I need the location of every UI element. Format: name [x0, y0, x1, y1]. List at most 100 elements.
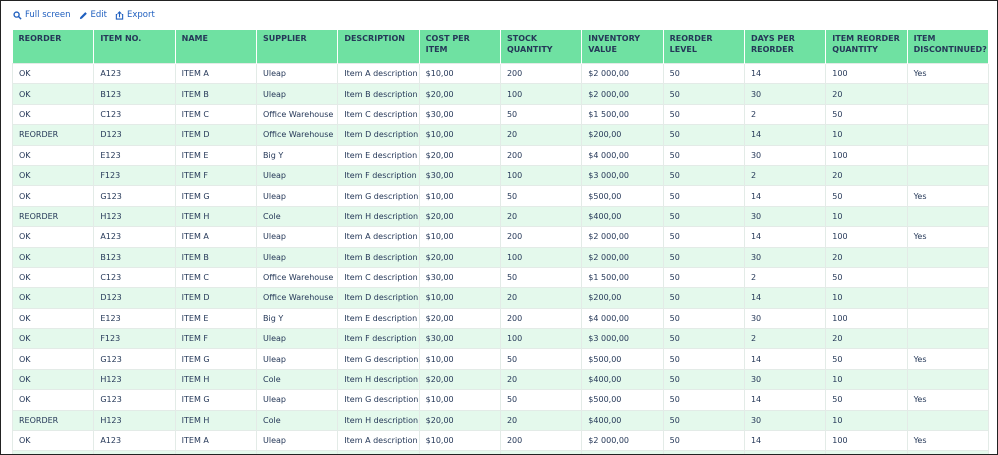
column-header: SUPPLIER	[256, 30, 339, 64]
table-cell: 50	[662, 124, 745, 146]
table-cell: $30,00	[418, 266, 501, 289]
table-cell: B123	[93, 246, 176, 268]
table-cell: OK	[11, 103, 95, 126]
table-cell: 2	[743, 450, 827, 454]
table-cell: 50	[662, 409, 745, 432]
table-cell: OK	[11, 226, 95, 248]
table-cell: $20,00	[418, 144, 501, 166]
table-cell: 20	[499, 409, 583, 432]
table-cell: Office Warehouse	[255, 103, 339, 126]
table-row: OK G123 ITEM G Uleap Item G description $10,0…	[11, 185, 990, 207]
table-cell: $2 000,00	[581, 83, 664, 105]
table-cell: $400,00	[581, 205, 664, 228]
table-cell: $500,00	[581, 348, 664, 370]
table-cell: Item A description	[337, 62, 420, 85]
column-header: DAYS PER REORDER	[744, 30, 827, 64]
table-cell: 100	[825, 430, 908, 452]
table-cell: 20	[499, 287, 583, 309]
full-screen-label: Full screen	[25, 10, 71, 20]
table-cell: $10,00	[418, 389, 501, 411]
table-cell: Item F description	[337, 328, 420, 350]
table-cell: $1 500,00	[581, 266, 664, 289]
table-cell: Yes	[906, 348, 990, 370]
table-body: OK A123 ITEM A Uleap Item A description $10,0…	[11, 62, 990, 454]
table-cell	[906, 328, 990, 350]
table-cell: Item D description	[337, 124, 420, 146]
table-cell: H123	[93, 409, 176, 432]
table-cell: $1 500,00	[581, 450, 664, 454]
table-cell: Uleap	[255, 226, 339, 248]
table-cell: 50	[662, 246, 745, 268]
table-cell: $200,00	[581, 287, 664, 309]
table-cell: 50	[662, 287, 745, 309]
table-cell: 50	[662, 83, 745, 105]
table-cell: Uleap	[255, 185, 339, 207]
table-cell: 10	[825, 287, 908, 309]
table-cell: H123	[93, 368, 176, 391]
table-cell: $20,00	[418, 83, 501, 105]
table-cell: 50	[662, 389, 745, 411]
table-cell: Cole	[255, 368, 339, 391]
table-cell: OK	[11, 348, 95, 370]
table-cell: 200	[499, 62, 583, 85]
table-cell: $4 000,00	[581, 307, 664, 330]
column-header: REORDER	[12, 30, 95, 64]
table-header: REORDER ITEM NO. NAME SUPPLIER DESCRIPTION CO…	[12, 30, 990, 64]
table-cell	[906, 144, 990, 166]
table-cell: Item E description	[337, 144, 420, 166]
table-cell: $10,00	[418, 287, 501, 309]
table-cell: Uleap	[255, 430, 339, 452]
table-cell: $20,00	[418, 307, 501, 330]
table-cell: OK	[11, 389, 95, 411]
table-cell: $400,00	[581, 409, 664, 432]
table-cell: Yes	[906, 430, 990, 452]
table-cell: $20,00	[418, 409, 501, 432]
table-cell: 14	[743, 62, 827, 85]
table-cell: OK	[11, 430, 95, 452]
table-cell: 14	[743, 124, 827, 146]
table-cell: 50	[662, 266, 745, 289]
table-cell: Office Warehouse	[255, 266, 339, 289]
table-cell: G123	[93, 389, 176, 411]
table-cell: $10,00	[418, 348, 501, 370]
table-cell: $2 000,00	[581, 246, 664, 268]
export-button[interactable]: Export	[115, 8, 155, 22]
table-cell: 30	[743, 205, 827, 228]
table-cell: OK	[11, 307, 95, 330]
table-cell: 50	[499, 185, 583, 207]
table-cell: ITEM C	[174, 450, 257, 454]
table-cell: 30	[743, 246, 827, 268]
table-cell: 50	[662, 164, 745, 187]
full-screen-button[interactable]: Full screen	[13, 8, 71, 22]
table-cell: 10	[825, 409, 908, 432]
table-cell: REORDER	[11, 124, 95, 146]
table-cell: 14	[743, 348, 827, 370]
table-cell: OK	[11, 450, 95, 454]
column-header: DESCRIPTION	[337, 30, 420, 64]
toolbar: Full screen Edit Export	[13, 8, 155, 22]
table-cell: 30	[743, 83, 827, 105]
table-cell: OK	[11, 164, 95, 187]
table-cell: Item B description	[337, 246, 420, 268]
edit-button[interactable]: Edit	[79, 8, 107, 22]
table-cell: Yes	[906, 62, 990, 85]
table-cell: 10	[825, 205, 908, 228]
table-cell: 50	[499, 389, 583, 411]
table-cell: OK	[11, 83, 95, 105]
table-cell: 50	[662, 430, 745, 452]
table-cell: ITEM D	[174, 287, 257, 309]
table-cell: 100	[825, 226, 908, 248]
table-cell: Item D description	[337, 287, 420, 309]
header-row: REORDER ITEM NO. NAME SUPPLIER DESCRIPTION CO…	[12, 30, 990, 64]
table-row: OK A123 ITEM A Uleap Item A description $10,0…	[11, 430, 990, 452]
table-cell	[906, 266, 990, 289]
table-cell: REORDER	[11, 409, 95, 432]
table-cell: $3 000,00	[581, 328, 664, 350]
table-cell	[906, 124, 990, 146]
table-cell: ITEM A	[174, 226, 257, 248]
table-cell: 2	[743, 328, 827, 350]
table-cell: 100	[825, 62, 908, 85]
table-cell: ITEM E	[174, 144, 257, 166]
table-cell: 100	[825, 144, 908, 166]
column-header: NAME	[175, 30, 257, 64]
